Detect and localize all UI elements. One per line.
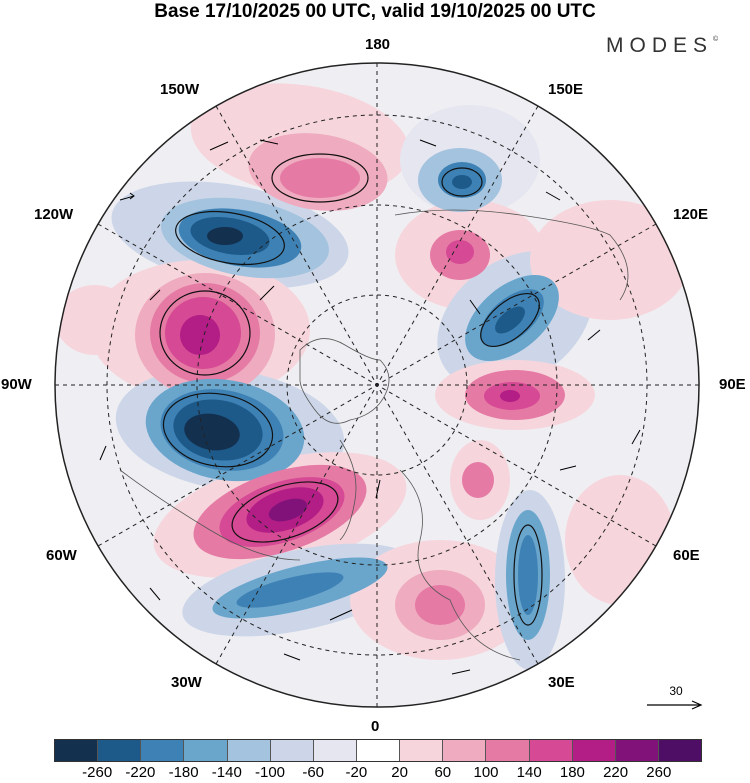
brand-name: MODES (606, 34, 714, 57)
colorbar-tick-label: -260 (82, 764, 113, 781)
lon-label-150w: 150W (160, 81, 200, 98)
colorbar (54, 739, 702, 762)
colorbar-bin-3 (184, 740, 228, 761)
negative-anomaly-okhotsk (418, 148, 502, 212)
colorbar-bin-0 (55, 740, 99, 761)
lon-label-90w: 90W (1, 376, 32, 393)
colorbar-bin-14 (658, 740, 702, 761)
lon-label-180: 180 (365, 36, 391, 53)
anomaly-field (55, 63, 699, 707)
positive-anomaly-aleutian (248, 133, 388, 211)
colorbar-tick-label: -20 (345, 764, 368, 781)
lon-label-120w: 120W (34, 206, 74, 223)
map-outline (54, 62, 700, 708)
colorbar-bin-8 (400, 740, 444, 761)
lon-label-120e: 120E (673, 206, 709, 223)
positive-anomaly-north-atlantic (193, 464, 367, 560)
contours (159, 153, 543, 626)
positive-anomaly-scandinavia (395, 570, 485, 640)
positive-anomaly-siberia (462, 370, 565, 498)
colorbar-tick-label: -220 (125, 764, 156, 781)
colorbar-tick-label: 100 (473, 764, 499, 781)
colorbar-bin-6 (313, 740, 357, 761)
colorbar-bin-9 (443, 740, 487, 761)
reference-vector-label: 30 (669, 684, 683, 698)
coastlines (119, 209, 629, 661)
colorbar-tick-label: -140 (211, 764, 242, 781)
colorbar-bin-2 (141, 740, 185, 761)
lon-label-60w: 60W (46, 547, 77, 564)
colorbar-tick-label: 220 (603, 764, 629, 781)
colorbar-tick-label: -100 (254, 764, 286, 781)
lon-label-90e: 90E (719, 376, 746, 393)
colorbar-tick-label: -180 (168, 764, 199, 781)
colorbar-bin-5 (270, 740, 314, 761)
lon-label-150e: 150E (548, 81, 584, 98)
lon-label-30e: 30E (548, 674, 575, 691)
reference-vector-arrow (647, 700, 703, 710)
negative-anomaly-gulf-of-alaska (161, 197, 329, 279)
colorbar-bin-12 (572, 740, 616, 761)
brand-mark: © (713, 36, 719, 43)
colorbar-bin-1 (98, 740, 142, 761)
positive-anomaly-yakutia (430, 230, 490, 280)
colorbar-bin-4 (227, 740, 271, 761)
colorbar-tick-label: 60 (434, 764, 452, 781)
colorbar-tick-label: -60 (302, 764, 325, 781)
colorbar-tick-label: 140 (516, 764, 542, 781)
colorbar-bin-7 (356, 740, 401, 761)
chart-title: Base 17/10/2025 00 UTC, valid 19/10/2025… (154, 1, 596, 22)
negative-anomaly-central-atlantic (212, 557, 388, 619)
colorbar-bin-10 (486, 740, 530, 761)
colorbar-bin-11 (529, 740, 573, 761)
colorbar-tick-label: 260 (646, 764, 672, 781)
lon-label-60e: 60E (673, 547, 700, 564)
modes-logo: MODES© (606, 34, 718, 58)
graticule (55, 63, 699, 707)
colorbar-tick-label: 20 (391, 764, 408, 781)
lon-label-0: 0 (371, 718, 380, 735)
lon-label-30w: 30W (171, 674, 202, 691)
positive-anomaly-west-canada (135, 273, 275, 397)
colorbar-tick-label: 180 (559, 764, 585, 781)
colorbar-bin-13 (615, 740, 659, 761)
wind-vectors (99, 139, 641, 675)
